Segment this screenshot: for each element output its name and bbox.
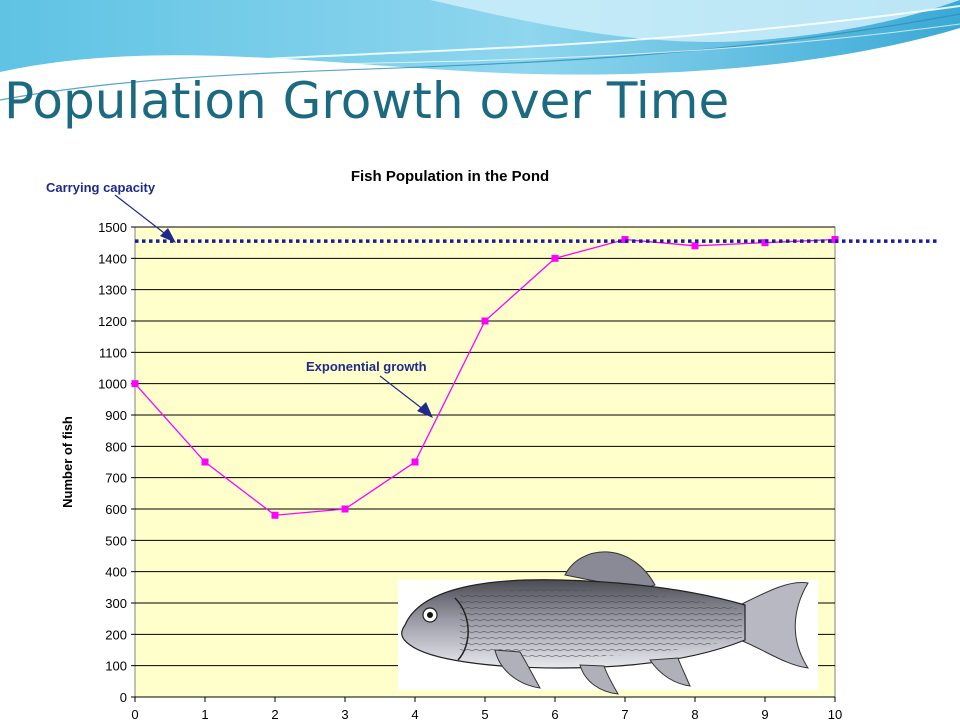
y-tick-label: 1100 [99, 345, 127, 360]
exponential-growth-arrow [379, 375, 425, 411]
y-tick-label: 1200 [98, 314, 127, 329]
data-point [481, 317, 489, 325]
y-tick-label: 300 [105, 596, 127, 611]
y-tick-label: 200 [105, 627, 127, 642]
carrying-capacity-arrowhead-icon [160, 228, 176, 243]
x-tick-label: 5 [481, 707, 488, 720]
y-tick-label: 900 [105, 408, 127, 423]
y-tick-label: 400 [105, 565, 127, 580]
x-tick-label: 8 [691, 707, 698, 720]
data-point [411, 458, 419, 466]
data-point [691, 242, 699, 250]
banner-wave-line-2 [0, 13, 960, 101]
y-tick-label: 1000 [98, 377, 127, 392]
data-point [341, 505, 349, 513]
y-tick-label: 600 [105, 502, 127, 517]
data-point [551, 254, 559, 262]
banner-wave-light [430, 0, 960, 42]
header-banner [0, 0, 960, 101]
y-tick-label: 500 [105, 533, 127, 548]
carrying-capacity-arrow [114, 194, 169, 237]
x-tick-label: 6 [551, 707, 558, 720]
data-point [201, 458, 209, 466]
data-point [131, 380, 139, 388]
banner-wave-line-1 [0, 5, 960, 93]
chart-title: Fish Population in the Pond [351, 168, 549, 185]
y-tick-label: 700 [105, 471, 127, 486]
y-tick-label: 100 [105, 659, 127, 674]
exponential-growth-arrowhead-icon [417, 402, 433, 418]
y-tick-label: 1300 [98, 283, 127, 298]
slide-title: Population Growth over Time [4, 72, 730, 130]
data-point [271, 511, 279, 519]
x-tick-label: 2 [271, 707, 278, 720]
y-tick-label: 1400 [98, 251, 127, 266]
y-tick-label: 800 [105, 439, 127, 454]
x-tick-label: 4 [411, 707, 418, 720]
banner-wave-line-3 [59, 23, 960, 71]
carrying-capacity-label: Carrying capacity [46, 180, 156, 195]
x-tick-label: 9 [761, 707, 768, 720]
y-axis-ticks: 0 100 200 300 400 500 600 700 800 900 1000 1100 1200… [98, 220, 135, 705]
x-tick-label: 1 [201, 707, 208, 720]
x-tick-label: 7 [621, 707, 628, 720]
fish-illustration [398, 551, 818, 695]
x-tick-label: 0 [131, 707, 138, 720]
y-axis-title: Number of fish [60, 416, 75, 508]
exponential-growth-label: Exponential growth [306, 359, 427, 374]
x-tick-label: 3 [341, 707, 348, 720]
x-tick-label: 10 [828, 707, 842, 720]
y-tick-label: 0 [120, 690, 127, 705]
y-tick-label: 1500 [98, 220, 127, 235]
x-axis-ticks: 0 1 2 3 4 5 6 7 8 9 10 [131, 697, 842, 720]
